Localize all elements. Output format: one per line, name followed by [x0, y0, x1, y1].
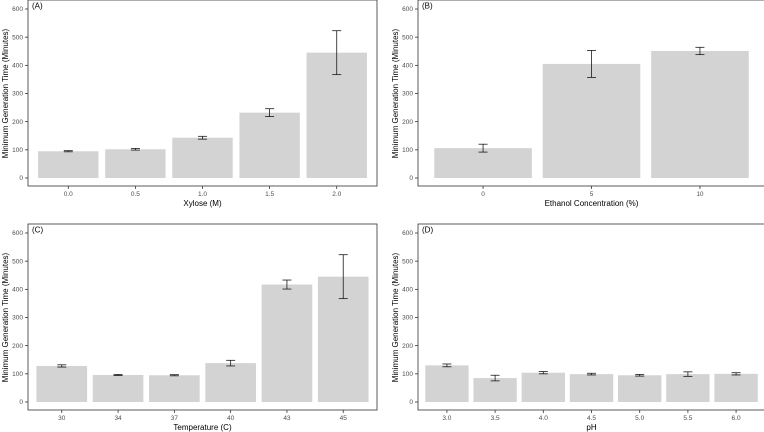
y-tick-label: 600 [402, 230, 413, 237]
y-tick-label: 100 [402, 147, 413, 154]
panel-b: 0 100 200 300 400 500 600 0 5 10 (B) Ethanol Concen… [391, 0, 764, 208]
x-axis-title: Ethanol Concentration (%) [545, 199, 639, 208]
y-tick-label: 300 [12, 315, 23, 322]
panel-label-c: (C) [32, 226, 43, 235]
x-tick-label: 30 [58, 415, 66, 422]
bar [666, 374, 710, 402]
panel-label-d: (D) [422, 226, 433, 235]
x-tick-label: 5.5 [683, 415, 692, 422]
y-tick-label: 200 [402, 343, 413, 350]
x-tick-label: 5.0 [635, 415, 644, 422]
y-tick-label: 400 [402, 63, 413, 70]
y-tick-label: 600 [402, 6, 413, 13]
x-tick-label: 43 [283, 415, 291, 422]
y-tick-label: 0 [409, 399, 413, 406]
y-tick-label: 100 [402, 371, 413, 378]
bar [261, 284, 313, 402]
y-axis-title: Minimum Generation Time (Minutes) [391, 252, 400, 382]
x-tick-label: 10 [696, 191, 704, 198]
bar [172, 137, 233, 178]
x-tick-label: 6.0 [732, 415, 741, 422]
panel-c: 0 100 200 300 400 500 600 30 34 37 40 43 45 (C) Temper… [1, 223, 378, 432]
x-tick-label: 3.0 [442, 415, 451, 422]
y-tick-label: 500 [402, 258, 413, 265]
x-tick-label: 40 [227, 415, 235, 422]
bar [425, 365, 469, 402]
bar [205, 363, 256, 402]
y-tick-label: 200 [12, 119, 23, 126]
y-tick-label: 300 [402, 91, 413, 98]
bar [149, 375, 200, 402]
y-tick-label: 0 [19, 175, 23, 182]
x-tick-label: 4.0 [539, 415, 548, 422]
panel-d: 0 100 200 300 400 500 600 3.0 3.5 4.0 4.5 5.0 5.5 6.0… [391, 223, 764, 432]
bar [521, 372, 565, 402]
y-tick-label: 300 [12, 91, 23, 98]
bar [569, 374, 614, 402]
y-tick-label: 500 [12, 34, 23, 41]
y-axis-title: Minimum Generation Time (Minutes) [1, 252, 10, 382]
y-tick-label: 500 [12, 258, 23, 265]
x-axis-title: Temperature (C) [173, 423, 232, 432]
y-axis-title: Minimum Generation Time (Minutes) [1, 28, 10, 158]
bar [618, 375, 662, 402]
x-tick-label: 45 [340, 415, 348, 422]
y-tick-label: 200 [12, 343, 23, 350]
y-tick-label: 400 [12, 287, 23, 294]
x-tick-label: 2.0 [332, 191, 341, 198]
y-tick-label: 400 [12, 63, 23, 70]
bar [542, 63, 641, 178]
y-axis-title: Minimum Generation Time (Minutes) [391, 28, 400, 158]
plot-frame-c [27, 223, 378, 411]
y-tick-label: 300 [402, 315, 413, 322]
y-tick-label: 400 [402, 287, 413, 294]
y-tick-label: 600 [12, 6, 23, 13]
bar [38, 151, 99, 178]
x-tick-label: 34 [114, 415, 122, 422]
bar [239, 112, 300, 178]
x-tick-label: 37 [171, 415, 179, 422]
bar [105, 149, 166, 178]
x-tick-label: 0.5 [131, 191, 140, 198]
y-tick-label: 100 [12, 371, 23, 378]
x-axis-title: Xylose (M) [183, 199, 222, 208]
bar [92, 374, 144, 402]
x-tick-label: 4.5 [587, 415, 596, 422]
panel-a: 0 100 200 300 400 500 600 0.0 0.5 1.0 1.5 2.0 (A) Xyl… [1, 0, 378, 208]
y-tick-label: 600 [12, 230, 23, 237]
x-tick-label: 0 [481, 191, 485, 198]
x-tick-label: 1.0 [198, 191, 207, 198]
y-tick-label: 0 [409, 175, 413, 182]
y-tick-label: 500 [402, 34, 413, 41]
bar [651, 50, 749, 178]
panel-label-a: (A) [32, 2, 43, 11]
bar [714, 373, 758, 402]
x-tick-label: 3.5 [491, 415, 500, 422]
y-tick-label: 200 [402, 119, 413, 126]
x-tick-label: 5 [590, 191, 594, 198]
panel-label-b: (B) [422, 2, 433, 11]
bar [434, 148, 532, 178]
y-tick-label: 100 [12, 147, 23, 154]
bar [473, 378, 517, 402]
bar [36, 365, 88, 402]
x-axis-title: pH [586, 423, 596, 432]
x-tick-label: 1.5 [265, 191, 274, 198]
x-tick-label: 0.0 [64, 191, 73, 198]
y-tick-label: 0 [19, 399, 23, 406]
